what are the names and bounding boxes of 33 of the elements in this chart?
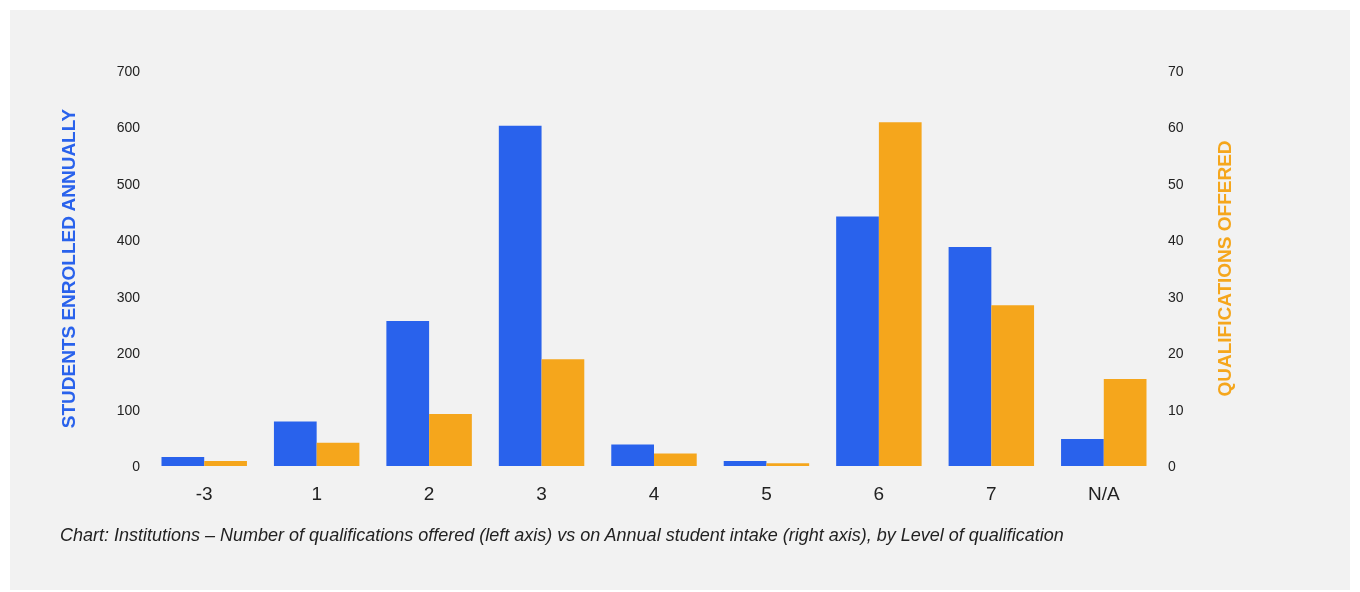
bar	[1103, 379, 1147, 466]
y-tick-label: 500	[116, 175, 141, 192]
bar	[541, 359, 585, 466]
text: Chart: Institutions – Number of qualifications offered (left axis) vs on Annual student intake (right axis), by Level of qualification	[60, 525, 1064, 545]
y-tick-label: 600	[116, 119, 141, 136]
x-tick-label: 2	[423, 483, 435, 504]
y2-tick-label: 50	[1168, 175, 1184, 192]
x-tick-label: 5	[761, 483, 772, 504]
y-axis-title: STUDENTS ENROLLED ANNUALLY	[58, 108, 79, 429]
x-tick-label: 3	[536, 483, 547, 504]
bar	[386, 320, 430, 466]
y2-tick-label: 0	[1168, 458, 1176, 474]
x-tick-label: 4	[648, 483, 660, 504]
y-tick-label: 100	[116, 401, 141, 418]
bar	[498, 125, 542, 466]
x-tick-label: 1	[311, 483, 322, 504]
y-tick-label: 0	[132, 458, 141, 474]
bar	[1061, 438, 1104, 466]
y2-tick-label: 60	[1168, 119, 1184, 136]
y2-tick-label: 30	[1168, 288, 1184, 305]
y2-tick-label: 20	[1168, 345, 1184, 362]
x-tick-label: N/A	[1087, 483, 1120, 504]
y-tick-label: 700	[116, 63, 141, 79]
x-tick-label: 7	[986, 483, 997, 504]
y-tick-label: 200	[116, 345, 141, 362]
y-tick-label: 300	[116, 288, 141, 305]
y2-axis-title: QUALIFICATIONS OFFERED	[1214, 140, 1235, 397]
y2-tick-label: 70	[1168, 63, 1184, 79]
x-tick-label: 6	[873, 483, 885, 504]
y2-tick-label: 40	[1168, 232, 1184, 249]
y2-tick-label: 10	[1168, 401, 1184, 418]
y-tick-label: 400	[116, 232, 141, 249]
x-tick-label: -3	[195, 483, 213, 504]
